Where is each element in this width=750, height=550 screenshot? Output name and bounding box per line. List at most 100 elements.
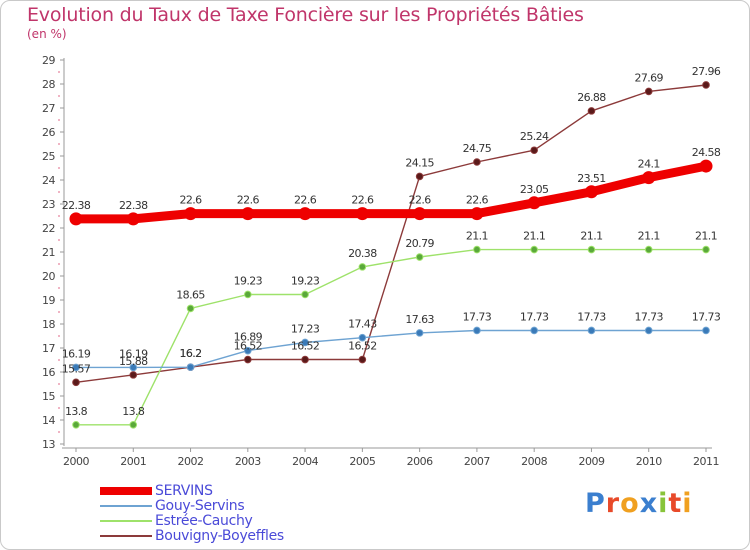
data-label: 24.15 [405,156,434,169]
data-point [72,378,80,387]
y-tick-label: 24 [42,174,55,187]
series-line-bouvigny-boyeffles [75,84,707,383]
data-label: 20.79 [405,237,434,250]
x-tick-label: 2010 [636,455,662,468]
chart-title: Evolution du Taux de Taxe Foncière sur l… [27,4,584,26]
data-point [644,245,653,254]
unit-label: (en %) [27,27,67,41]
x-tick-label: 2001 [120,455,146,468]
data-point [358,355,367,364]
data-label: 20.38 [348,247,377,260]
logo-letter: P [585,488,606,519]
data-point [584,185,598,199]
data-point [301,290,309,299]
legend-swatch [100,505,152,507]
data-point [301,338,309,347]
data-label: 13.8 [122,405,145,418]
data-label: 17.73 [692,310,721,323]
legend-item: Estrée-Cauchy [100,514,320,529]
y-tick-label: 18 [42,318,55,331]
data-point [186,304,195,313]
data-point [358,333,367,342]
legend-item: Gouy-Servins [100,499,320,514]
legend-item: SERVINS [100,484,320,499]
logo-letter: t [668,488,683,519]
y-tick-label: 23 [42,198,55,211]
data-label: 17.23 [291,322,320,335]
proxiti-logo[interactable]: Proxiti [585,488,693,519]
data-point [473,326,481,335]
data-label: 15.57 [62,362,91,375]
data-point [702,81,710,89]
data-label: 21.1 [466,230,488,243]
data-point [587,107,596,115]
data-label: 16.19 [62,347,91,360]
x-tick-label: 2002 [178,455,204,468]
legend-swatch [100,487,152,495]
data-label: 19.23 [291,274,320,287]
x-tick-label: 2009 [578,455,604,468]
x-tick-label: 2005 [349,455,375,468]
legend: SERVINS Gouy-Servins Estrée-Cauchy Bouvigny… [100,484,320,544]
y-tick-label: 16 [42,366,55,379]
data-label: 27.96 [692,65,721,78]
data-label: 22.6 [294,194,317,207]
data-label: 24.1 [638,158,660,171]
data-point [72,363,80,372]
data-point [644,326,653,335]
data-label: 16.52 [348,340,377,353]
data-label: 24.75 [463,142,492,155]
data-point [587,326,596,335]
data-point [244,346,252,355]
data-label: 23.05 [520,183,549,196]
legend-item: Bouvigny-Boyeffles [100,529,320,544]
logo-letter: o [620,488,640,519]
data-point [644,87,653,96]
legend-swatch [100,535,152,537]
x-tick-label: 2007 [464,455,490,468]
data-point [244,355,252,364]
x-tick-label: 2000 [63,455,89,468]
y-tick-label: 29 [42,54,55,67]
data-label: 22.38 [119,199,148,212]
data-point [530,326,538,335]
data-point [244,290,252,299]
data-label: 24.58 [692,146,721,159]
data-label: 16.52 [291,340,320,353]
y-tick-label: 22 [42,222,55,235]
y-tick-label: 17 [42,342,55,355]
x-tick-label: 2004 [292,455,318,468]
data-point [301,355,309,364]
data-point [413,207,427,221]
y-tick-label: 14 [42,414,55,427]
data-label: 15.88 [119,355,148,368]
logo-letter: i [658,488,669,519]
data-label: 21.1 [580,230,602,243]
data-point [298,207,312,221]
data-label: 16.89 [234,331,263,344]
data-point [69,212,83,226]
data-point [530,245,538,254]
legend-label: Gouy-Servins [155,498,245,514]
data-label: 21.1 [695,230,717,243]
data-label: 17.73 [634,310,663,323]
data-label: 17.73 [463,310,492,323]
data-point [358,263,367,271]
data-label: 17.63 [405,313,434,326]
legend-swatch [100,520,152,522]
data-point [587,245,596,254]
data-point [699,159,713,173]
y-tick-label: 19 [42,294,55,307]
data-point [642,171,656,185]
x-tick-label: 2008 [521,455,547,468]
data-label: 22.6 [179,194,202,207]
logo-letter: x [639,488,659,519]
data-label: 23.51 [577,172,606,185]
data-label: 13.8 [65,405,88,418]
data-point [126,212,140,226]
data-label: 21.1 [523,230,545,243]
x-tick-label: 2006 [407,455,433,468]
data-point [415,172,424,181]
data-label: 22.6 [466,194,489,207]
data-label: 17.43 [348,318,377,331]
